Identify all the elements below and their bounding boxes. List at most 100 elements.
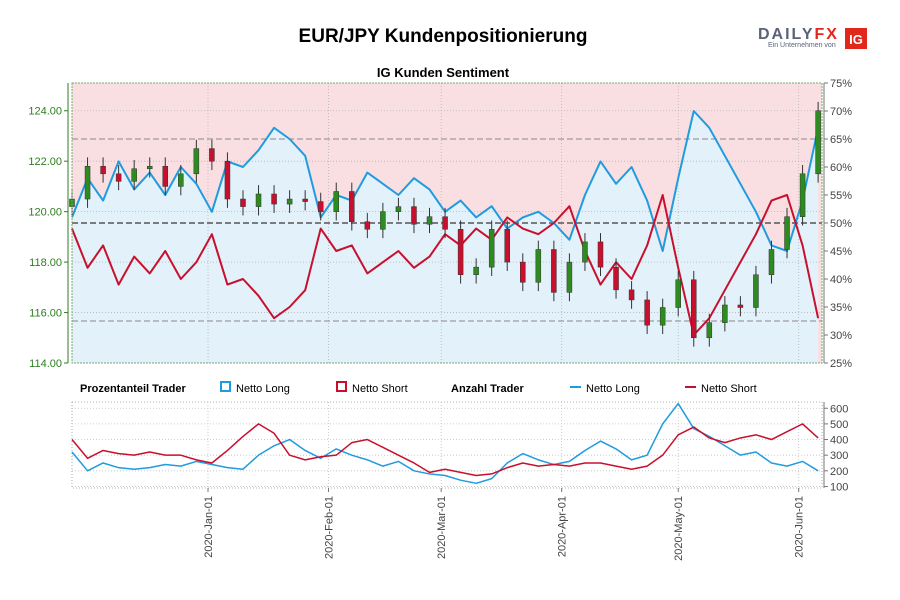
candle-body <box>799 173 806 217</box>
dailyfx-logo-sub: Ein Unternehmen von <box>768 42 836 49</box>
candle-body <box>722 304 728 323</box>
candle-body <box>364 221 371 230</box>
count-short-line <box>71 423 819 477</box>
date-tick-label: 2020-Jan-01 <box>203 496 215 558</box>
price-tick-label: 120.00 <box>28 207 62 219</box>
legend-count-short: Netto Short <box>701 383 757 395</box>
candle-body <box>115 173 122 182</box>
candle-body <box>488 229 495 268</box>
date-tick-label: 2020-May-01 <box>673 496 685 561</box>
price-tick-label: 114.00 <box>29 358 62 370</box>
candle-body <box>426 216 433 225</box>
count-tick-label: 100 <box>830 481 848 493</box>
pct-tick-label: 30% <box>830 330 852 342</box>
candle-body <box>644 299 650 326</box>
count-axes: 100 200 300 400 500 600 <box>823 402 848 493</box>
candle-body <box>551 249 557 293</box>
legend: Prozentanteil Trader Netto Long Netto Sh… <box>80 381 757 395</box>
candle-body <box>100 165 106 175</box>
candle-body <box>193 148 200 175</box>
chart-title: EUR/JPY Kundenpositionierung <box>299 26 588 47</box>
date-tick-label: 2020-Mar-01 <box>436 496 448 559</box>
price-tick-label: 124.00 <box>28 106 62 118</box>
count-tick-label: 400 <box>830 435 848 447</box>
legend-pct-heading: Prozentanteil Trader <box>80 383 186 395</box>
date-tick-label: 2020-Jun-01 <box>794 496 806 558</box>
pct-tick-label: 45% <box>830 246 852 258</box>
count-tick-label: 500 <box>830 419 848 431</box>
dailyfx-logo-text: DAILYFX <box>758 26 839 43</box>
price-tick-label: 116.00 <box>29 308 62 320</box>
candle-body <box>380 211 386 230</box>
date-tick-label: 2020-Apr-01 <box>557 496 569 557</box>
candle-body <box>178 173 184 187</box>
count-tick-label: 200 <box>830 466 848 478</box>
legend-count-heading: Anzahl Trader <box>451 383 524 395</box>
candle-body <box>597 241 604 268</box>
main-axes: 114.00 116.00 118.00 120.00 122.00 124.00 25% 3… <box>28 78 852 370</box>
dailyfx-logo: DAILYFX Ein Unternehmen von IG <box>758 26 867 49</box>
count-gridlines <box>71 401 823 489</box>
ig-badge-text: IG <box>849 32 863 47</box>
candle-body <box>784 216 790 250</box>
candle-body <box>131 168 137 182</box>
candle-body <box>535 249 542 283</box>
pct-tick-label: 55% <box>830 190 852 202</box>
candle-body <box>84 165 91 200</box>
legend-pct-short: Netto Short <box>352 383 408 395</box>
candle-body <box>768 249 775 275</box>
pct-tick-label: 70% <box>830 106 852 118</box>
pct-tick-label: 60% <box>830 162 852 174</box>
count-long-line <box>71 402 819 485</box>
candle-body <box>675 279 681 308</box>
candle-body <box>457 229 464 275</box>
candle-body <box>162 165 169 187</box>
candle-body <box>566 261 573 293</box>
legend-pct-short-swatch <box>336 381 347 392</box>
legend-pct-long: Netto Long <box>236 383 290 395</box>
candle-body <box>286 198 293 205</box>
logo-fx: FX <box>815 26 839 43</box>
candle-body <box>442 216 448 230</box>
legend-pct-long-swatch <box>220 381 231 392</box>
candle-body <box>411 206 417 225</box>
price-candles <box>69 101 821 347</box>
price-tick-label: 118.00 <box>29 257 62 269</box>
candle-body <box>737 304 744 308</box>
count-tick-label: 600 <box>830 403 848 415</box>
candle-body <box>255 193 262 207</box>
candle-body <box>753 274 759 308</box>
candle-body <box>706 322 713 339</box>
pct-tick-label: 25% <box>830 358 852 370</box>
logo-daily: DAILY <box>758 26 815 43</box>
price-tick-label: 122.00 <box>28 156 62 168</box>
candle-body <box>209 148 215 162</box>
candle-body <box>240 198 246 207</box>
candle-body <box>473 266 479 275</box>
count-lines <box>71 402 819 485</box>
count-frame <box>71 401 823 489</box>
chart-subtitle: IG Kunden Sentiment <box>377 65 510 80</box>
legend-count-long: Netto Long <box>586 383 640 395</box>
candle-body <box>504 229 510 263</box>
main-frame <box>71 82 823 364</box>
pct-tick-label: 35% <box>830 302 852 314</box>
candle-body <box>302 198 308 202</box>
candle-body <box>224 160 231 200</box>
date-tick-label: 2020-Feb-01 <box>323 496 335 559</box>
candle-body <box>659 307 666 326</box>
candle-body <box>146 165 153 170</box>
date-axis: 2020-Jan-01 2020-Feb-01 2020-Mar-01 2020-Ap… <box>203 488 806 561</box>
candle-body <box>271 193 277 205</box>
candle-body <box>628 289 635 301</box>
count-tick-label: 300 <box>830 450 848 462</box>
candle-body <box>395 206 402 212</box>
candle-body <box>815 110 821 175</box>
candle-body <box>691 279 697 339</box>
ig-badge-icon <box>845 28 867 49</box>
candle-body <box>317 201 324 212</box>
candle-body <box>349 191 355 222</box>
candle-body <box>520 261 526 283</box>
pct-tick-label: 75% <box>830 78 852 90</box>
candle-body <box>333 191 339 212</box>
